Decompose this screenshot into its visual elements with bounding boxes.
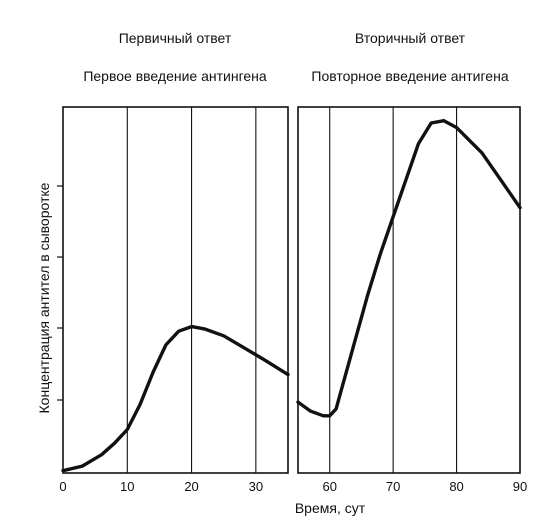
secondary-x-tick-label-60: 60 <box>322 479 336 494</box>
secondary-x-tick-label-90: 90 <box>513 479 527 494</box>
secondary-response-title: Вторичный ответ <box>354 30 466 46</box>
primary-response-title: Первичный ответ <box>118 30 232 46</box>
primary-x-tick-label-0: 0 <box>59 479 66 494</box>
primary-x-tick-label-10: 10 <box>120 479 134 494</box>
primary-x-tick-label-30: 30 <box>249 479 263 494</box>
secondary-panel-frame <box>297 106 521 474</box>
secondary-antibody-curve <box>296 119 522 418</box>
primary-panel-frame <box>62 106 289 474</box>
primary-x-tick-label-20: 20 <box>184 479 198 494</box>
secondary-x-tick-label-80: 80 <box>449 479 463 494</box>
primary-response-subtitle: Первое введение антингена <box>83 68 267 84</box>
secondary-x-tick-label-70: 70 <box>386 479 400 494</box>
primary-antibody-curve <box>61 324 290 473</box>
x-axis-label: Время, сут <box>294 500 366 516</box>
secondary-response-subtitle: Повторное введение антигена <box>311 68 509 84</box>
